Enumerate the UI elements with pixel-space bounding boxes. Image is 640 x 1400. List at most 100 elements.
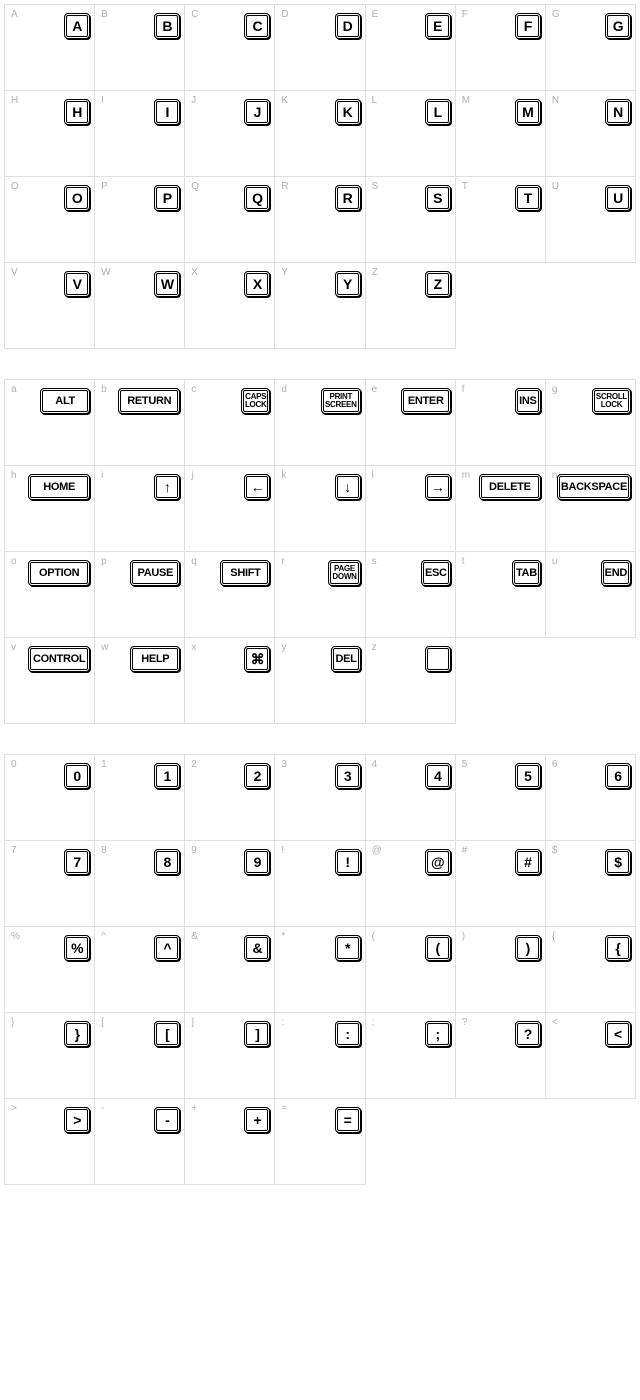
charmap-cell: 99 <box>185 841 275 927</box>
glyph-wrap: $ <box>546 849 631 875</box>
charmap-cell: l→ <box>366 466 456 552</box>
glyph-wrap: < <box>546 1021 631 1047</box>
charmap-cell: !! <box>275 841 365 927</box>
keycap-glyph: DELETE <box>479 474 541 500</box>
glyph-wrap: 7 <box>5 849 90 875</box>
charmap-cell: 11 <box>95 755 185 841</box>
charmap-cell: OO <box>5 177 95 263</box>
charmap-cell: DD <box>275 5 365 91</box>
keycap-glyph: G <box>605 13 631 39</box>
glyph-wrap: Z <box>366 271 451 297</box>
charmap-cell: LL <box>366 91 456 177</box>
glyph-wrap: 0 <box>5 763 90 789</box>
keycap-glyph: ^ <box>154 935 180 961</box>
keycap-glyph: Y <box>335 271 361 297</box>
charmap-cell: 77 <box>5 841 95 927</box>
charmap-cell: 55 <box>456 755 546 841</box>
keycap-glyph: $ <box>605 849 631 875</box>
glyph-wrap: PAUSE <box>95 560 180 586</box>
charmap-cell: II <box>95 91 185 177</box>
charmap-cell: ZZ <box>366 263 456 349</box>
empty-cell <box>456 638 546 724</box>
keycap-glyph: [ <box>154 1021 180 1047</box>
charmap-cell: << <box>546 1013 636 1099</box>
charmap-cell: )) <box>456 927 546 1013</box>
keycap-glyph: HELP <box>130 646 180 672</box>
charmap-cell: KK <box>275 91 365 177</box>
keycap-glyph: C <box>244 13 270 39</box>
charmap-cell: WW <box>95 263 185 349</box>
glyph-wrap: BACKSPACE <box>546 474 631 500</box>
keycap-glyph: CONTROL <box>28 646 90 672</box>
glyph-wrap: ; <box>366 1021 451 1047</box>
glyph-wrap: > <box>5 1107 90 1133</box>
glyph-wrap: 5 <box>456 763 541 789</box>
charmap-cell: ** <box>275 927 365 1013</box>
glyph-wrap: G <box>546 13 631 39</box>
glyph-wrap: J <box>185 99 270 125</box>
keycap-glyph: { <box>605 935 631 961</box>
glyph-wrap: K <box>275 99 360 125</box>
glyph-wrap: * <box>275 935 360 961</box>
keycap-glyph: END <box>601 560 631 586</box>
keycap-glyph: 0 <box>64 763 90 789</box>
glyph-wrap: 3 <box>275 763 360 789</box>
keycap-glyph: BACKSPACE <box>557 474 631 500</box>
keycap-glyph: : <box>335 1021 361 1047</box>
keycap-glyph: H <box>64 99 90 125</box>
empty-cell <box>546 1099 636 1185</box>
keycap-glyph: M <box>515 99 541 125</box>
keycap-glyph: K <box>335 99 361 125</box>
keycap-glyph: PAGEDOWN <box>328 560 360 586</box>
keycap-glyph: HOME <box>28 474 90 500</box>
glyph-wrap: C <box>185 13 270 39</box>
glyph-wrap: 9 <box>185 849 270 875</box>
charmap-cell: eENTER <box>366 380 456 466</box>
charmap-cell: wHELP <box>95 638 185 724</box>
charmap-cell: 00 <box>5 755 95 841</box>
keycap-glyph: J <box>244 99 270 125</box>
charmap-cell: i↑ <box>95 466 185 552</box>
charmap-cell: QQ <box>185 177 275 263</box>
keycap-glyph: W <box>154 271 180 297</box>
font-character-map: AABBCCDDEEFFGGHHIIJJKKLLMMNNOOPPQQRRSSTT… <box>4 4 636 1185</box>
glyph-wrap: SCROLLLOCK <box>546 388 631 414</box>
charmap-cell: ## <box>456 841 546 927</box>
charmap-cell: ]] <box>185 1013 275 1099</box>
charmap-cell: == <box>275 1099 365 1185</box>
keycap-glyph: ! <box>335 849 361 875</box>
glyph-wrap: A <box>5 13 90 39</box>
charmap-cell: qSHIFT <box>185 552 275 638</box>
keycap-glyph: ESC <box>421 560 451 586</box>
keycap-glyph: 1 <box>154 763 180 789</box>
keycap-glyph: ) <box>515 935 541 961</box>
keycap-glyph: Z <box>425 271 451 297</box>
keycap-glyph: V <box>64 271 90 297</box>
charmap-cell: 66 <box>546 755 636 841</box>
charmap-cell: ;; <box>366 1013 456 1099</box>
glyph-wrap: ] <box>185 1021 270 1047</box>
charmap-cell: ?? <box>456 1013 546 1099</box>
keycap-glyph: 5 <box>515 763 541 789</box>
glyph-wrap: X <box>185 271 270 297</box>
glyph-wrap: M <box>456 99 541 125</box>
charmap-cell: RR <box>275 177 365 263</box>
keycap-glyph: & <box>244 935 270 961</box>
glyph-wrap: ENTER <box>366 388 451 414</box>
glyph-wrap: N <box>546 99 631 125</box>
keycap-glyph: # <box>515 849 541 875</box>
glyph-wrap: PRINTSCREEN <box>275 388 360 414</box>
empty-cell <box>456 1099 546 1185</box>
glyph-wrap: SHIFT <box>185 560 270 586</box>
glyph-wrap: + <box>185 1107 270 1133</box>
glyph-wrap: END <box>546 560 631 586</box>
glyph-wrap: P <box>95 185 180 211</box>
glyph-wrap: ↑ <box>95 474 180 500</box>
empty-cell <box>456 263 546 349</box>
charmap-cell: YY <box>275 263 365 349</box>
glyph-wrap: L <box>366 99 451 125</box>
charmap-cell: 22 <box>185 755 275 841</box>
keycap-glyph: RETURN <box>118 388 180 414</box>
charmap-cell: && <box>185 927 275 1013</box>
keycap-glyph: S <box>425 185 451 211</box>
